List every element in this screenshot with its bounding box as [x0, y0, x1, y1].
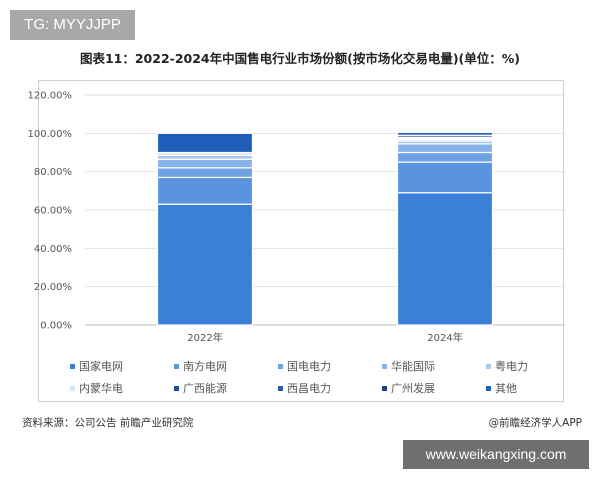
bar-segment-10: [156, 132, 254, 154]
y-tick-label: 60.00%: [34, 206, 72, 217]
bar-segment-1: [396, 192, 494, 326]
credit: @前瞻经济学人APP: [488, 417, 582, 429]
chart-title: 图表11：2022-2024年中国售电行业市场份额(按市场化交易电量)(单位：%…: [79, 51, 521, 66]
legend-label: 西昌电力: [287, 382, 331, 395]
legend-label: 广西能源: [183, 381, 227, 395]
source-note: 资料来源：公司公告 前瞻产业研究院: [22, 417, 194, 429]
legend-swatch: [278, 386, 283, 391]
y-tick-label: 20.00%: [34, 282, 72, 293]
bar-segment-2: [396, 161, 494, 194]
bar-segment-4: [156, 158, 254, 169]
bar-segment-1: [156, 203, 254, 326]
legend-label: 粤电力: [495, 359, 528, 373]
legend-swatch: [486, 386, 491, 391]
y-tick-label: 0.00%: [40, 321, 72, 332]
chart-frame: [38, 80, 564, 402]
legend-swatch: [174, 386, 179, 391]
legend-label: 广州发展: [391, 381, 435, 395]
legend-swatch: [70, 386, 75, 391]
x-tick-label: 2022年: [187, 331, 222, 344]
legend-label: 华能国际: [391, 359, 435, 373]
legend-swatch: [278, 364, 283, 369]
legend-swatch: [174, 364, 179, 369]
legend-label: 其他: [495, 382, 517, 395]
y-tick-label: 100.00%: [28, 129, 73, 140]
y-tick-label: 120.00%: [28, 91, 73, 102]
legend-label: 内蒙华电: [79, 381, 123, 395]
legend-swatch: [382, 386, 387, 391]
y-tick-label: 40.00%: [34, 244, 72, 255]
bar-segment-2: [156, 176, 254, 205]
legend-swatch: [486, 364, 491, 369]
watermark-bottom: www.weikangxing.com: [403, 440, 589, 469]
legend-swatch: [70, 364, 75, 369]
legend-label: 南方电网: [183, 359, 227, 373]
y-tick-label: 80.00%: [34, 167, 72, 178]
bar-segment-3: [396, 151, 494, 163]
legend-label: 国电电力: [287, 360, 331, 373]
legend-label: 国家电网: [79, 359, 123, 373]
bar-segment-4: [396, 143, 494, 154]
watermark-top: TG: MYYJJPP: [10, 10, 135, 40]
bar-segment-3: [156, 167, 254, 179]
legend-swatch: [382, 364, 387, 369]
x-tick-label: 2024年: [427, 331, 462, 344]
bar-segment-10: [396, 131, 494, 136]
